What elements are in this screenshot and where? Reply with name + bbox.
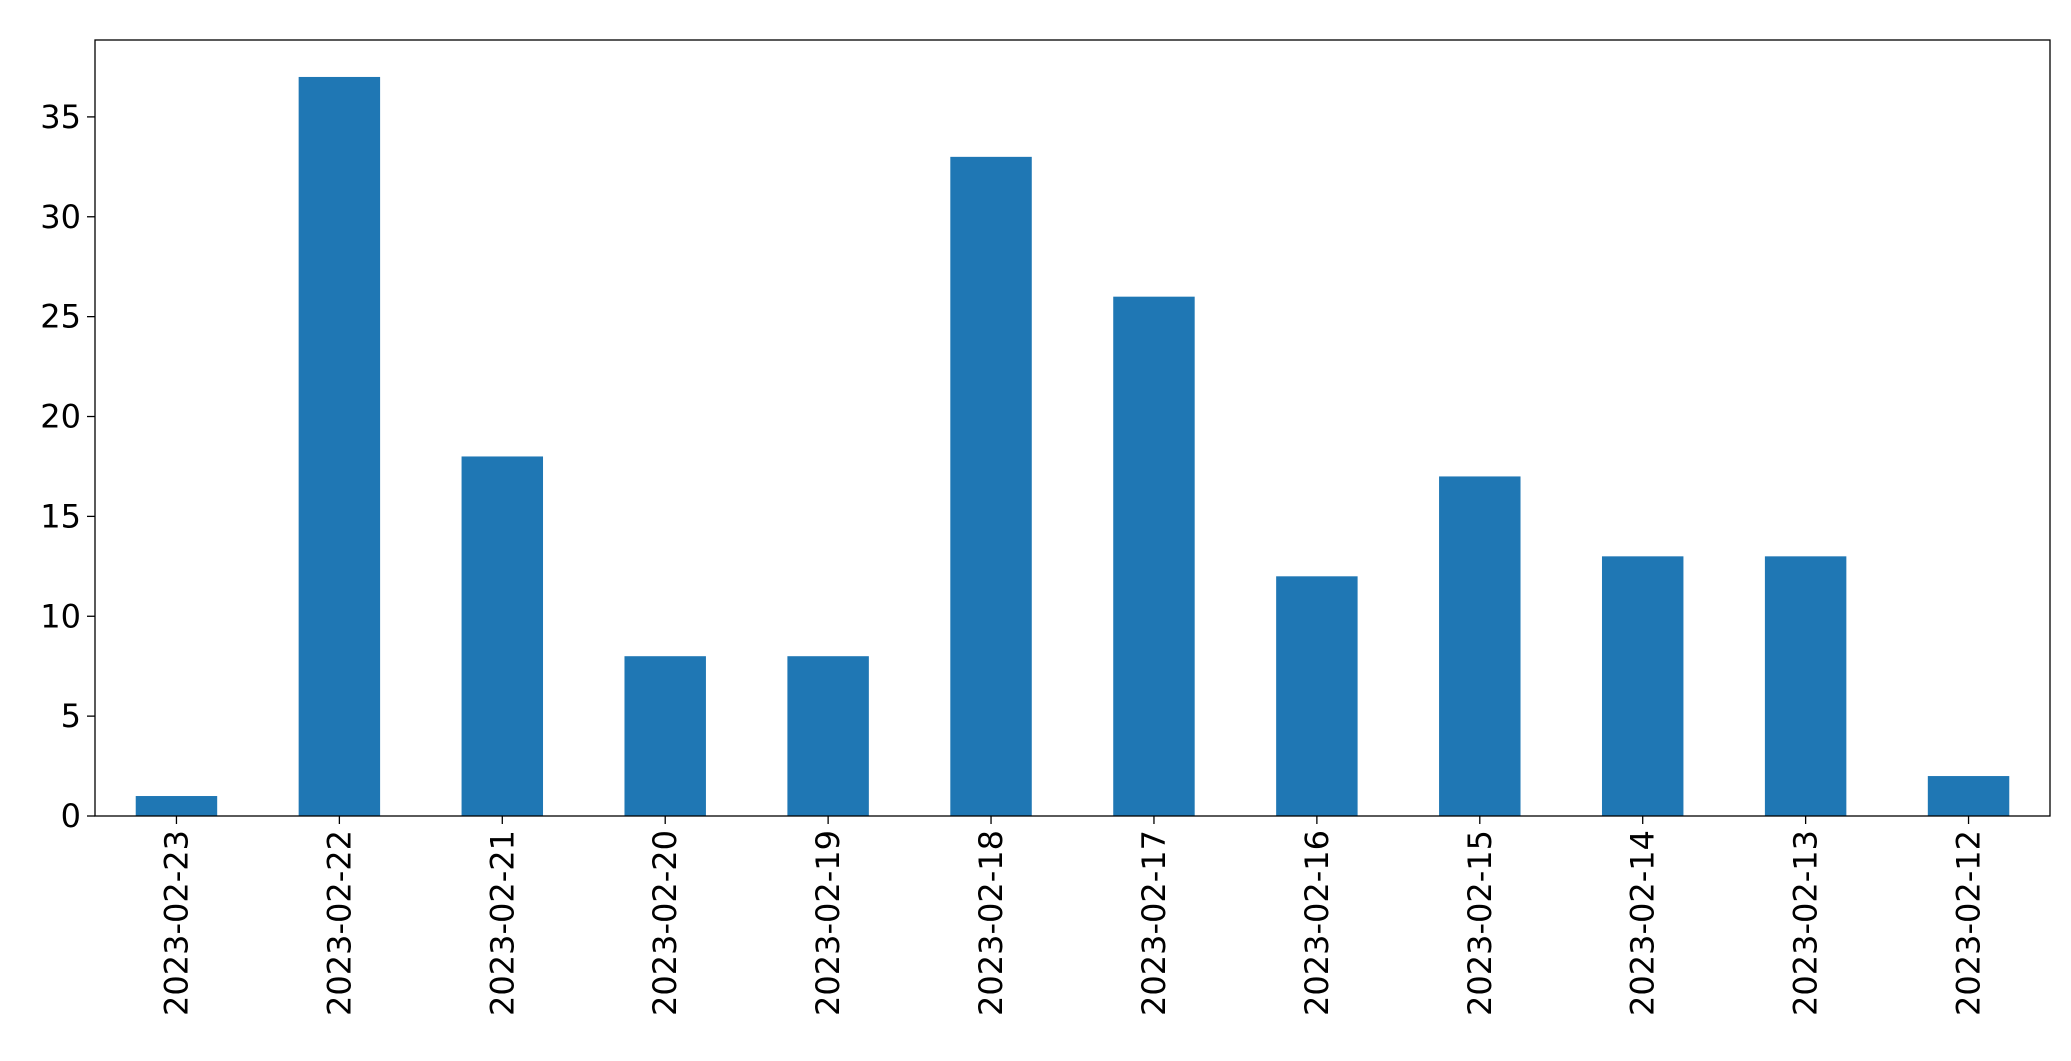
x-tick-label: 2023-02-18 [972, 830, 1010, 1016]
bar-2023-02-22 [298, 76, 381, 816]
bar-2023-02-13 [1764, 556, 1847, 816]
x-tick-label: 2023-02-21 [483, 830, 521, 1016]
bar-2023-02-23 [135, 796, 218, 816]
x-axis: 2023-02-23 2023-02-22 2023-02-21 2023-02-20… [157, 816, 1988, 1016]
x-tick-label: 2023-02-19 [809, 830, 847, 1016]
x-tick-label: 2023-02-12 [1950, 830, 1988, 1016]
y-axis: 0 5 10 15 20 25 30 35 [40, 98, 95, 835]
y-tick-label: 20 [40, 398, 81, 436]
bar-2023-02-17 [1113, 296, 1195, 816]
y-tick-label: 5 [61, 697, 81, 735]
x-tick-label: 2023-02-20 [646, 830, 684, 1016]
x-tick-label: 2023-02-15 [1461, 830, 1499, 1016]
bar-2023-02-18 [950, 156, 1032, 816]
y-tick-label: 35 [40, 98, 81, 136]
bar-2023-02-14 [1601, 556, 1684, 816]
y-tick-label: 25 [40, 298, 81, 336]
x-tick-label: 2023-02-16 [1298, 830, 1336, 1016]
x-tick-label: 2023-02-17 [1135, 830, 1173, 1016]
bar-2023-02-21 [461, 456, 544, 816]
y-tick-label: 30 [40, 198, 81, 236]
x-tick-label: 2023-02-22 [320, 830, 358, 1016]
y-tick-label: 15 [40, 497, 81, 535]
y-tick-label: 10 [40, 597, 81, 635]
bar-2023-02-16 [1276, 576, 1358, 816]
bar-2023-02-15 [1439, 476, 1521, 816]
x-tick-label: 2023-02-13 [1787, 830, 1825, 1016]
bars-group [135, 76, 2010, 816]
bar-2023-02-19 [787, 656, 869, 816]
x-tick-label: 2023-02-14 [1624, 830, 1662, 1016]
bar-2023-02-20 [624, 656, 706, 816]
bar-2023-02-12 [1927, 776, 2010, 816]
x-tick-label: 2023-02-23 [157, 830, 195, 1016]
y-tick-label: 0 [61, 797, 81, 835]
plot-frame [94, 39, 2051, 817]
